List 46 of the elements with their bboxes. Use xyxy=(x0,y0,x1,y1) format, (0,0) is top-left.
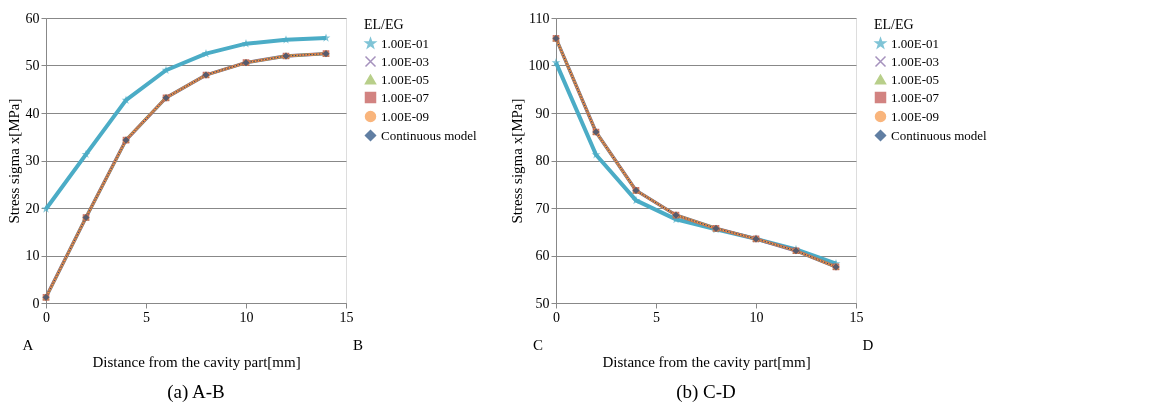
y-tick-label: 100 xyxy=(528,58,550,73)
x-tick-label: 15 xyxy=(849,309,864,325)
x-tick-label: 10 xyxy=(749,309,764,325)
y-tick-label: 50 xyxy=(25,58,40,73)
text: A xyxy=(22,337,34,353)
legend-title: EL/EG xyxy=(364,17,404,32)
legend-label: Continuous model xyxy=(381,127,478,143)
text: C xyxy=(532,337,544,353)
x-axis-title: Distance from the cavity part[mm] xyxy=(92,353,301,370)
y-tick-label: 70 xyxy=(535,200,550,216)
y-tick-label: 40 xyxy=(25,105,40,121)
legend-label: 1.00E-03 xyxy=(381,53,430,69)
x-tick-label: 5 xyxy=(653,309,660,325)
legend-label: 1.00E-03 xyxy=(891,53,940,69)
legend-label: 1.00E-01 xyxy=(891,35,940,51)
y-axis-title: Stress sigma x[MPa] xyxy=(508,98,525,224)
x-axis-title: Distance from the cavity part[mm] xyxy=(602,353,811,370)
y-tick-label: 30 xyxy=(25,153,40,168)
legend-label: 1.00E-05 xyxy=(891,71,940,87)
legend-label: 1.00E-05 xyxy=(381,71,430,87)
legend-label: 1.00E-09 xyxy=(381,108,430,124)
legend-title: EL/EG xyxy=(874,17,914,32)
y-tick-label: 20 xyxy=(25,200,40,216)
x-tick-label: 0 xyxy=(43,309,50,325)
y-tick-label: 80 xyxy=(535,153,550,168)
x-tick-label: 10 xyxy=(239,309,254,325)
y-tick-label: 60 xyxy=(25,10,40,26)
x-tick-label: 15 xyxy=(339,309,354,325)
text: (b) C-D xyxy=(676,381,736,403)
x-tick-label: 5 xyxy=(143,309,150,325)
y-tick-label: 10 xyxy=(25,248,40,263)
legend-label: Continuous model xyxy=(891,127,988,143)
text: B xyxy=(352,337,364,353)
text: (a) A-B xyxy=(167,381,225,403)
y-tick-label: 0 xyxy=(32,295,40,311)
legend-label: 1.00E-01 xyxy=(381,35,430,51)
x-tick-label: 0 xyxy=(553,309,560,325)
text: D xyxy=(862,337,874,353)
y-tick-label: 90 xyxy=(535,105,550,121)
y-tick-label: 60 xyxy=(535,248,550,263)
y-tick-label: 50 xyxy=(535,295,550,311)
y-tick-label: 110 xyxy=(529,10,550,26)
legend-label: 1.00E-07 xyxy=(891,89,940,105)
legend-label: 1.00E-09 xyxy=(891,108,940,124)
y-axis-title: Stress sigma x[MPa] xyxy=(5,98,22,224)
legend-label: 1.00E-07 xyxy=(381,89,430,105)
